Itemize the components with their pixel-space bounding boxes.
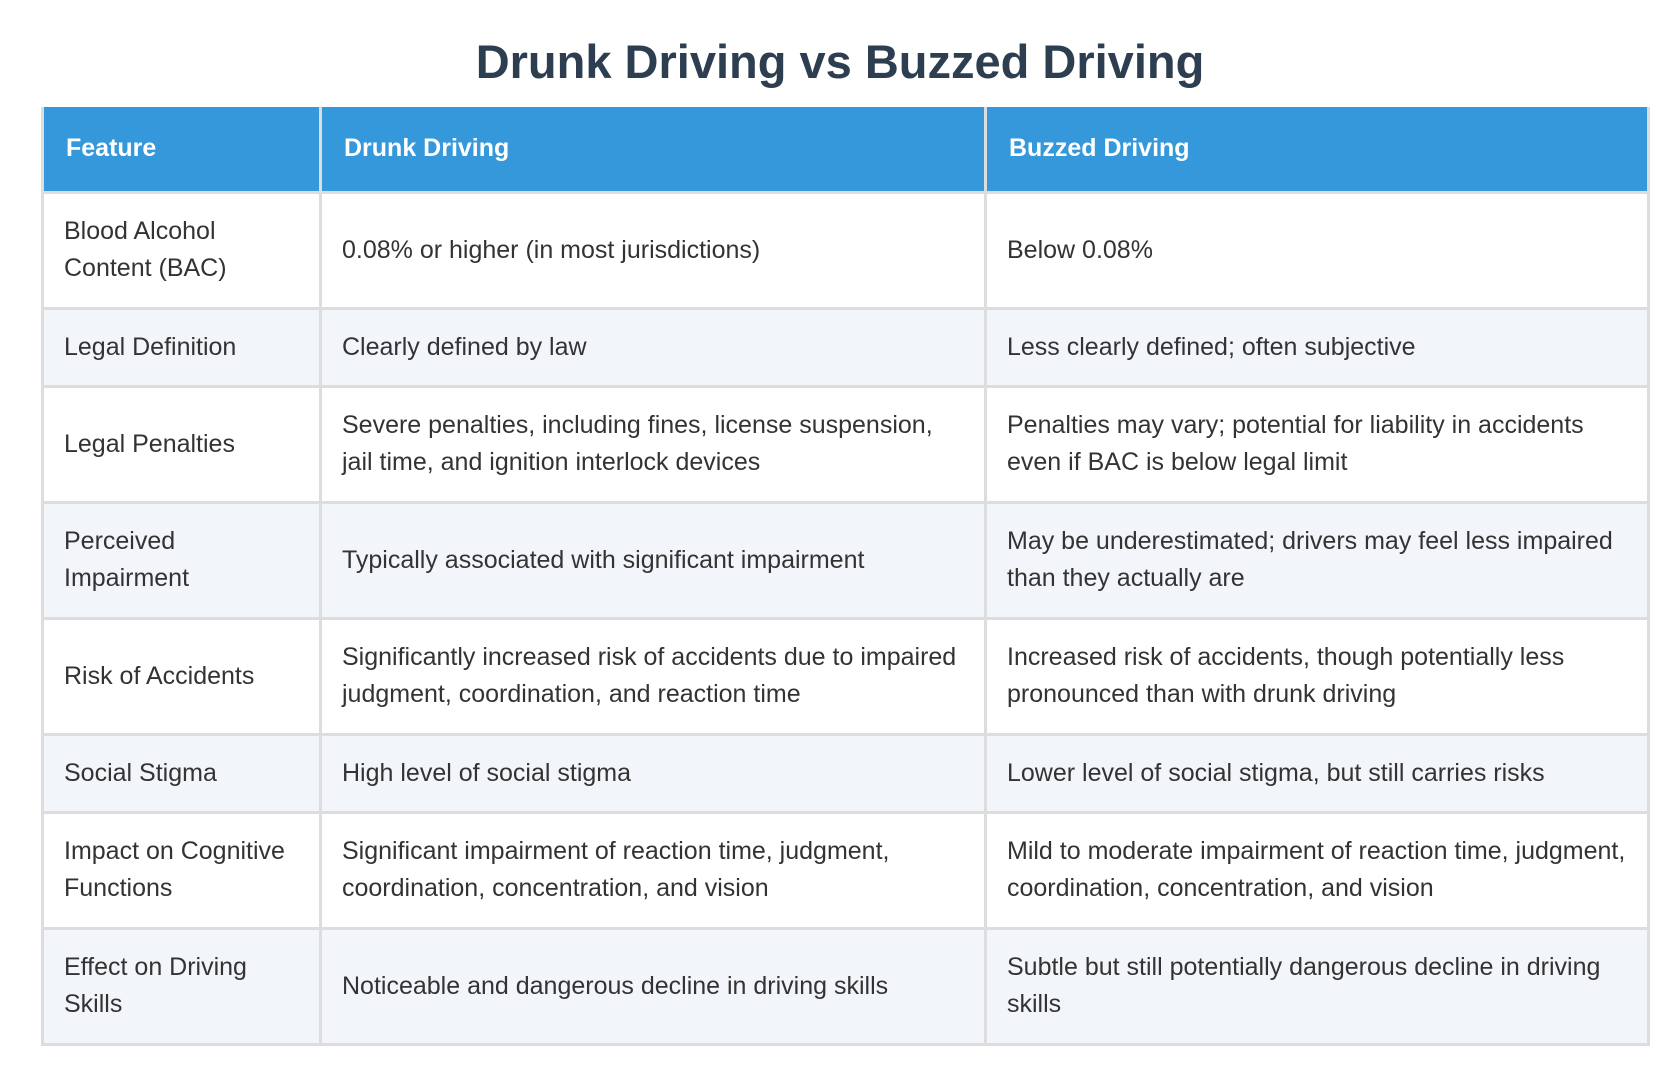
buzzed-driving-cell: May be underestimated; drivers may feel … — [984, 500, 1650, 620]
table-row: Risk of Accidents Significantly increase… — [41, 616, 1650, 736]
feature-cell: Effect on Driving Skills — [41, 926, 322, 1046]
buzzed-driving-cell: Penalties may vary; potential for liabil… — [984, 384, 1650, 504]
table-row: Impact on Cognitive Functions Significan… — [41, 810, 1650, 930]
drunk-driving-cell: High level of social stigma — [319, 732, 987, 814]
drunk-driving-cell: Severe penalties, including fines, licen… — [319, 384, 987, 504]
feature-cell: Legal Definition — [41, 306, 322, 388]
table-row: Social Stigma High level of social stigm… — [41, 732, 1650, 814]
feature-cell: Blood Alcohol Content (BAC) — [41, 190, 322, 310]
drunk-driving-cell: Clearly defined by law — [319, 306, 987, 388]
header-feature: Feature — [41, 107, 322, 194]
buzzed-driving-cell: Subtle but still potentially dangerous d… — [984, 926, 1650, 1046]
buzzed-driving-cell: Increased risk of accidents, though pote… — [984, 616, 1650, 736]
buzzed-driving-cell: Less clearly defined; often subjective — [984, 306, 1650, 388]
feature-cell: Risk of Accidents — [41, 616, 322, 736]
table-row: Legal Penalties Severe penalties, includ… — [41, 384, 1650, 504]
drunk-driving-cell: Typically associated with significant im… — [319, 500, 987, 620]
buzzed-driving-cell: Below 0.08% — [984, 190, 1650, 310]
table-header-row: Feature Drunk Driving Buzzed Driving — [41, 107, 1650, 194]
table-row: Blood Alcohol Content (BAC) 0.08% or hig… — [41, 190, 1650, 310]
table-row: Legal Definition Clearly defined by law … — [41, 306, 1650, 388]
comparison-table: Feature Drunk Driving Buzzed Driving Blo… — [41, 107, 1650, 1046]
drunk-driving-cell: Significant impairment of reaction time,… — [319, 810, 987, 930]
feature-cell: Impact on Cognitive Functions — [41, 810, 322, 930]
comparison-table-container: Feature Drunk Driving Buzzed Driving Blo… — [41, 107, 1650, 1046]
feature-cell: Perceived Impairment — [41, 500, 322, 620]
drunk-driving-cell: Significantly increased risk of accident… — [319, 616, 987, 736]
feature-cell: Legal Penalties — [41, 384, 322, 504]
buzzed-driving-cell: Lower level of social stigma, but still … — [984, 732, 1650, 814]
drunk-driving-cell: Noticeable and dangerous decline in driv… — [319, 926, 987, 1046]
header-drunk-driving: Drunk Driving — [319, 107, 987, 194]
table-row: Perceived Impairment Typically associate… — [41, 500, 1650, 620]
page-title: Drunk Driving vs Buzzed Driving — [475, 35, 1205, 88]
buzzed-driving-cell: Mild to moderate impairment of reaction … — [984, 810, 1650, 930]
drunk-driving-cell: 0.08% or higher (in most jurisdictions) — [319, 190, 987, 310]
header-buzzed-driving: Buzzed Driving — [984, 107, 1650, 194]
feature-cell: Social Stigma — [41, 732, 322, 814]
table-row: Effect on Driving Skills Noticeable and … — [41, 926, 1650, 1046]
